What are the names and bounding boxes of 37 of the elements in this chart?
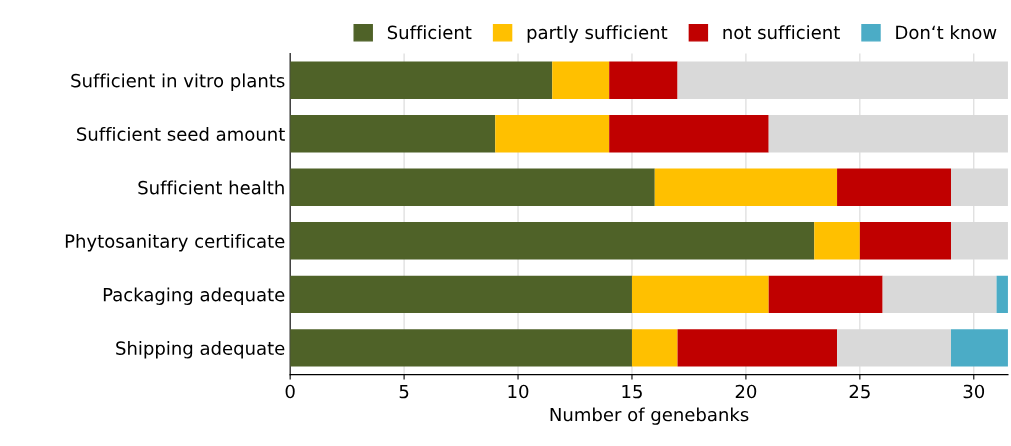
legend-label: Don‘t know (896, 25, 997, 40)
bar (609, 115, 769, 153)
x-tick-label: 30 (963, 384, 985, 399)
x-tick-label: 15 (622, 384, 642, 399)
x-tick-label: 20 (735, 384, 757, 399)
x-axis-title: Number of genebanks (550, 407, 749, 425)
x-tick-label: 10 (508, 384, 529, 399)
x-tick-label: 25 (849, 384, 870, 399)
bar (552, 61, 610, 100)
bar (290, 168, 655, 207)
bar (837, 168, 951, 207)
bar (609, 61, 678, 100)
bar (290, 61, 553, 100)
bar (814, 222, 860, 260)
legend-label: not sufficient (723, 25, 840, 40)
bar (631, 275, 769, 314)
y-tick-label: Sufficient seed amount (77, 126, 285, 141)
bar (951, 329, 1008, 367)
bar (290, 222, 815, 260)
bar (290, 329, 632, 367)
y-tick-label: Sufficient health (138, 180, 284, 195)
y-tick-label: Sufficient in vitro plants (71, 73, 285, 91)
x-tick-label: 0 (285, 384, 295, 399)
legend-label: partly sufficient (527, 25, 668, 43)
bar (677, 329, 838, 367)
bar (859, 222, 951, 260)
bar (290, 275, 632, 314)
legend-label: Sufficient (387, 25, 472, 40)
bar (654, 168, 838, 207)
bar (768, 275, 883, 314)
bar (290, 115, 496, 153)
x-tick-label: 5 (399, 384, 409, 399)
bar (631, 329, 678, 367)
bar (495, 115, 610, 153)
y-tick-label: Packaging adequate (103, 287, 285, 305)
y-tick-label: Shipping adequate (116, 341, 285, 359)
y-tick-label: Phytosanitary certificate (65, 233, 285, 252)
